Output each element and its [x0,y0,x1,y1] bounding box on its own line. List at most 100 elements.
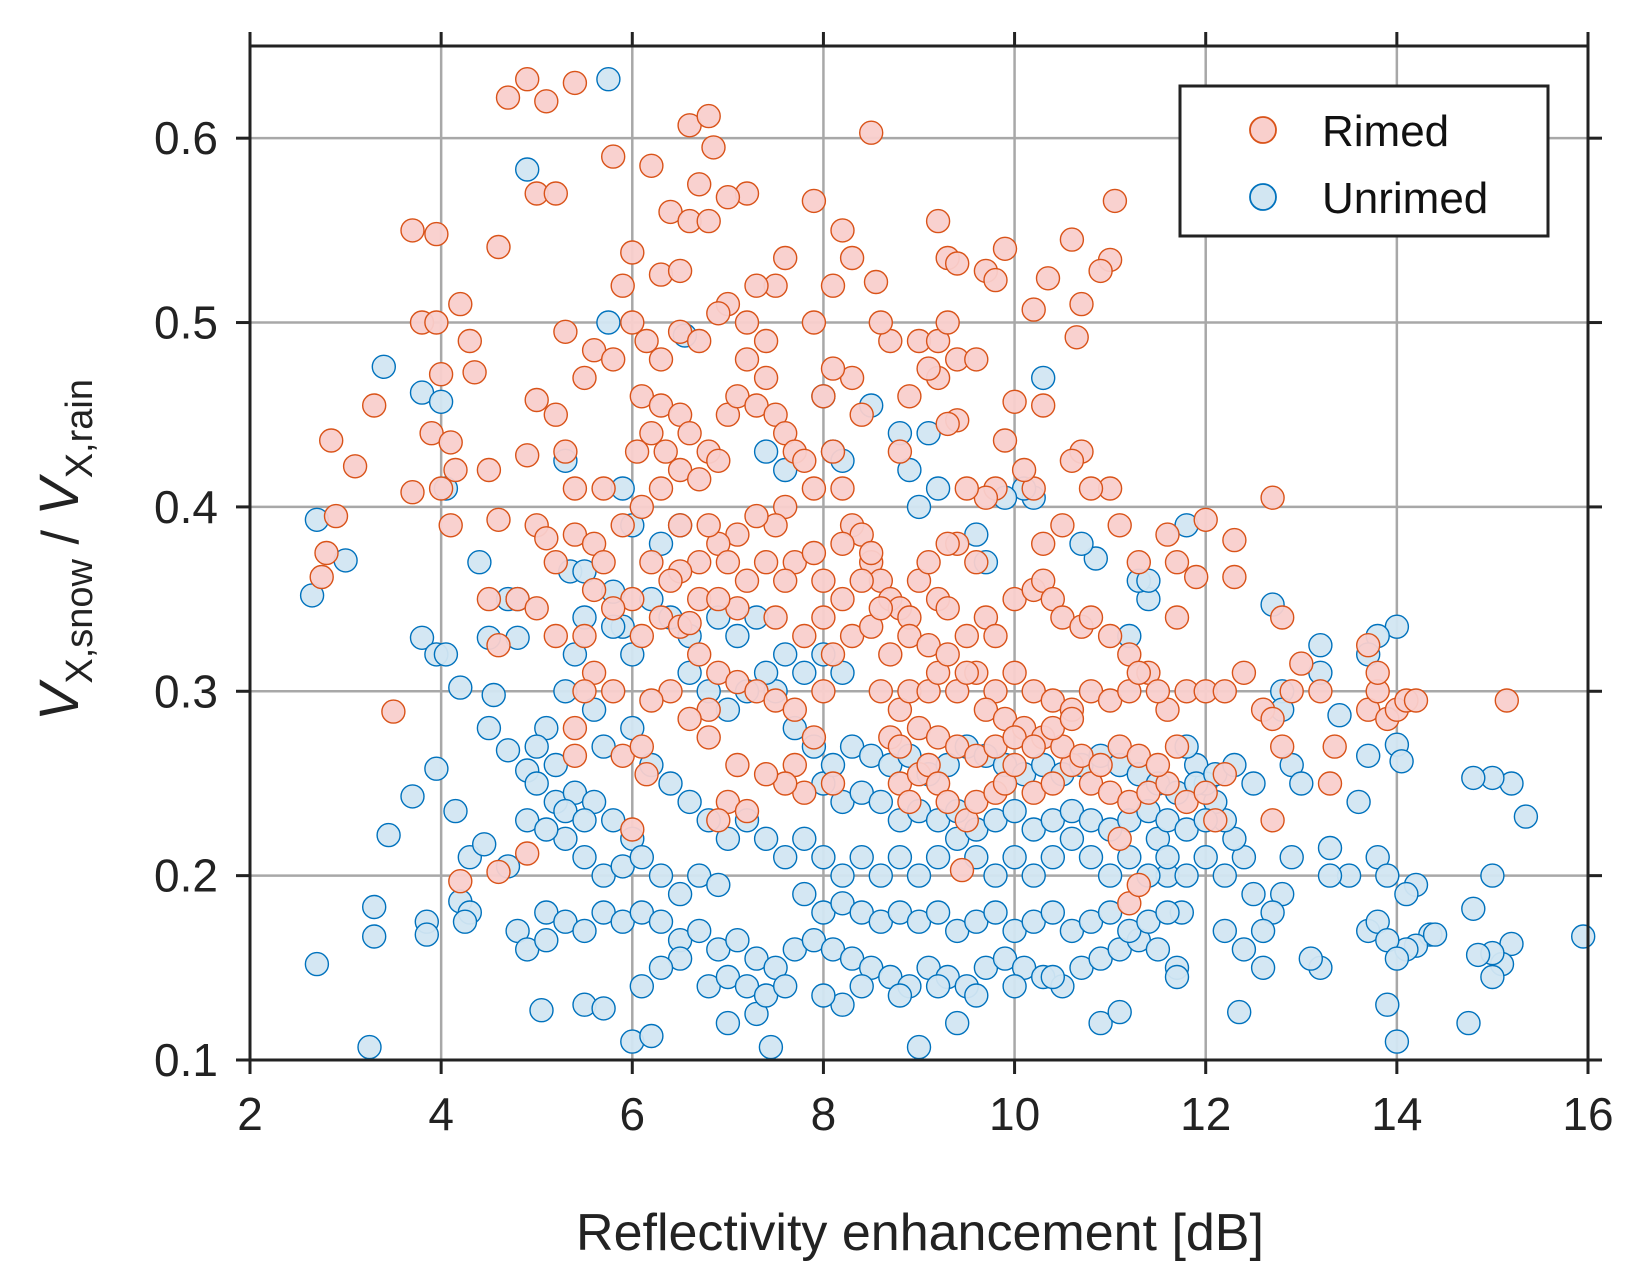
point-rimed [1212,679,1238,704]
point-unrimed [792,826,817,851]
point-unrimed [1346,789,1371,815]
point-rimed [1308,679,1333,704]
point-unrimed [467,550,492,575]
point-rimed [1126,550,1152,575]
point-rimed [1021,734,1046,759]
point-rimed [820,439,846,464]
point-unrimed [1078,845,1104,870]
point-rimed [782,697,807,722]
point-rimed [811,568,836,593]
point-rimed [696,103,721,129]
point-rimed [400,480,425,505]
point-rimed [734,568,760,593]
point-rimed [639,688,664,713]
point-rimed [634,762,659,787]
point-rimed [811,384,836,409]
point-unrimed [1097,863,1123,888]
point-rimed [1059,448,1085,473]
point-rimed [773,568,798,593]
point-unrimed [376,822,401,848]
y-tick-label: 0.1 [154,1034,218,1086]
point-rimed [935,310,960,335]
point-rimed [887,439,913,464]
point-unrimed [925,900,951,925]
point-unrimed [1040,900,1066,925]
point-rimed [1078,476,1104,501]
point-unrimed [1002,974,1027,999]
point-rimed [945,251,970,276]
point-rimed [572,623,597,649]
point-rimed [1107,513,1132,538]
point-unrimed [424,756,449,781]
point-rimed [1040,771,1066,796]
point-unrimed [667,881,693,907]
point-unrimed [1308,633,1333,658]
point-rimed [868,596,893,621]
point-rimed [839,245,865,271]
point-unrimed [1375,992,1400,1017]
point-unrimed [1461,765,1486,791]
point-rimed [820,642,846,667]
series-unrimed [299,66,1596,1060]
point-unrimed [591,996,616,1021]
point-rimed [753,550,779,575]
x-tick-label: 10 [989,1088,1040,1140]
point-rimed [1193,780,1218,805]
legend-marker-unrimed [1249,183,1277,211]
legend-label-unrimed: Unrimed [1322,174,1488,223]
point-rimed [658,568,683,593]
point-unrimed [1461,896,1486,921]
point-rimed [1078,605,1104,630]
point-rimed [1069,291,1094,317]
point-rimed [562,715,588,741]
point-rimed [591,550,616,575]
point-rimed [629,494,654,520]
point-unrimed [534,928,559,953]
point-unrimed [1384,946,1410,971]
point-rimed [983,623,1008,649]
point-rimed [381,699,406,724]
point-rimed [667,513,693,538]
point-rimed [1222,527,1247,553]
point-unrimed [715,1010,741,1036]
point-unrimed [362,924,387,949]
point-unrimed [357,1034,382,1060]
point-unrimed [868,789,893,815]
point-rimed [639,421,664,446]
point-rimed [696,725,721,750]
legend-box [1178,84,1550,238]
point-unrimed [472,832,497,857]
point-unrimed [1040,845,1066,870]
point-rimed [1050,513,1075,538]
point-rimed [438,430,463,455]
point-rimed [572,679,597,704]
point-unrimed [906,863,932,888]
point-rimed [342,454,368,479]
point-rimed [667,258,693,284]
point-rimed [428,476,454,501]
point-unrimed [304,951,330,977]
point-rimed [1260,706,1285,732]
point-rimed [601,144,626,169]
point-rimed [792,623,817,649]
point-rimed [696,513,721,538]
point-rimed [811,605,836,630]
point-rimed [1107,826,1132,851]
point-rimed [1064,325,1089,350]
point-rimed [1035,266,1061,291]
point-unrimed [1021,863,1046,888]
point-rimed [634,328,659,354]
point-unrimed [524,771,549,796]
y-tick-label: 0.3 [154,665,218,717]
point-rimed [849,402,874,427]
point-rimed [925,208,951,234]
point-rimed [1126,872,1152,898]
point-rimed [715,550,741,575]
point-rimed [954,623,979,649]
point-unrimed [1570,924,1596,949]
point-rimed [744,273,769,298]
point-unrimed [753,439,779,464]
point-unrimed [572,808,597,833]
point-unrimed [658,771,683,796]
point-rimed [319,428,344,453]
